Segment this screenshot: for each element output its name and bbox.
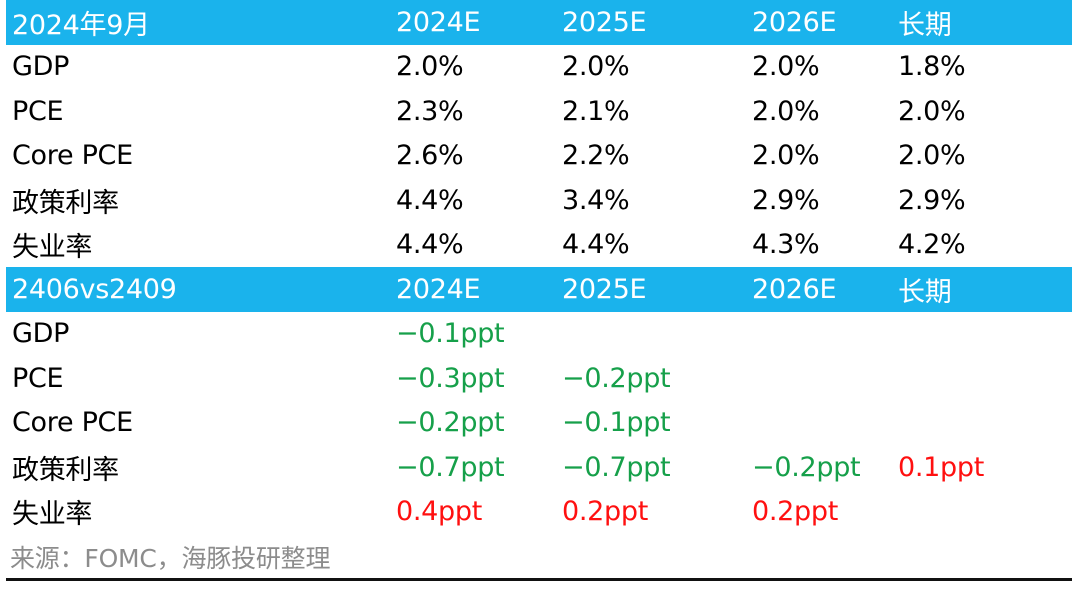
delta-cell-2024e: −0.7ppt	[396, 451, 505, 483]
cell-long-term: 2.0%	[898, 140, 966, 172]
table-row: 失业率 0.4ppt 0.2ppt 0.2ppt	[6, 490, 1072, 535]
delta-cell-2025e: 0.2ppt	[562, 496, 649, 528]
header-cell-2025e: 2025E	[562, 273, 647, 305]
cell-2024e: 4.4%	[396, 229, 464, 261]
table-row: 失业率 4.4% 4.4% 4.3% 4.2%	[6, 223, 1072, 268]
delta-cell-2024e: −0.2ppt	[396, 407, 505, 439]
row-label: 失业率	[12, 499, 93, 531]
header-cell-2024e: 2024E	[396, 273, 481, 305]
table-row: GDP −0.1ppt	[6, 312, 1072, 357]
cell-2024e: 2.0%	[396, 51, 464, 83]
cell-long-term: 2.9%	[898, 184, 966, 216]
row-label: GDP	[12, 51, 70, 83]
section2-header-row: 2406vs2409 2024E 2025E 2026E 长期	[6, 267, 1072, 312]
cell-2024e: 2.3%	[396, 95, 464, 127]
cell-2026e: 2.0%	[752, 51, 820, 83]
cell-2026e: 2.0%	[752, 95, 820, 127]
table-row: Core PCE 2.6% 2.2% 2.0% 2.0%	[6, 134, 1072, 179]
table-row: PCE 2.3% 2.1% 2.0% 2.0%	[6, 89, 1072, 134]
header-cell-long-term: 长期	[898, 9, 952, 41]
header-cell-2026e: 2026E	[752, 6, 837, 38]
header-cell-long-term: 长期	[898, 276, 952, 308]
delta-cell-2024e: 0.4ppt	[396, 496, 483, 528]
cell-2025e: 2.1%	[562, 95, 630, 127]
delta-cell-2026e: −0.2ppt	[752, 451, 861, 483]
delta-cell-2026e: 0.2ppt	[752, 496, 839, 528]
delta-cell-2024e: −0.3ppt	[396, 362, 505, 394]
table-row: Core PCE −0.2ppt −0.1ppt	[6, 401, 1072, 446]
header-cell-2024e: 2024E	[396, 6, 481, 38]
cell-2026e: 4.3%	[752, 229, 820, 261]
cell-2026e: 2.9%	[752, 184, 820, 216]
delta-cell-2025e: −0.1ppt	[562, 407, 671, 439]
cell-2025e: 4.4%	[562, 229, 630, 261]
cell-long-term: 1.8%	[898, 51, 966, 83]
row-label: Core PCE	[12, 407, 133, 439]
delta-cell-2024e: −0.1ppt	[396, 318, 505, 350]
row-label: 失业率	[12, 232, 93, 264]
bottom-rule	[6, 578, 1072, 581]
source-note: 来源：FOMC，海豚投研整理	[10, 544, 331, 573]
header-cell-title: 2024年9月	[12, 9, 150, 41]
table-row: 政策利率 4.4% 3.4% 2.9% 2.9%	[6, 178, 1072, 223]
cell-2024e: 2.6%	[396, 140, 464, 172]
cell-2025e: 2.0%	[562, 51, 630, 83]
cell-long-term: 2.0%	[898, 95, 966, 127]
projection-table: 2024年9月 2024E 2025E 2026E 长期 GDP 2.0% 2.…	[6, 0, 1072, 534]
header-cell-2025e: 2025E	[562, 6, 647, 38]
table-row: 政策利率 −0.7ppt −0.7ppt −0.2ppt 0.1ppt	[6, 445, 1072, 490]
delta-cell-2025e: −0.7ppt	[562, 451, 671, 483]
table-row: GDP 2.0% 2.0% 2.0% 1.8%	[6, 45, 1072, 90]
delta-cell-long-term: 0.1ppt	[898, 451, 985, 483]
row-label: GDP	[12, 318, 70, 350]
row-label: PCE	[12, 95, 64, 127]
cell-long-term: 4.2%	[898, 229, 966, 261]
delta-cell-2025e: −0.2ppt	[562, 362, 671, 394]
row-label: PCE	[12, 362, 64, 394]
cell-2024e: 4.4%	[396, 184, 464, 216]
table-row: PCE −0.3ppt −0.2ppt	[6, 356, 1072, 401]
header-cell-2026e: 2026E	[752, 273, 837, 305]
section1-header-row: 2024年9月 2024E 2025E 2026E 长期	[6, 0, 1072, 45]
row-label: 政策利率	[12, 454, 119, 486]
row-label: Core PCE	[12, 140, 133, 172]
cell-2025e: 3.4%	[562, 184, 630, 216]
cell-2026e: 2.0%	[752, 140, 820, 172]
cell-2025e: 2.2%	[562, 140, 630, 172]
header-cell-title: 2406vs2409	[12, 273, 177, 305]
row-label: 政策利率	[12, 187, 119, 219]
